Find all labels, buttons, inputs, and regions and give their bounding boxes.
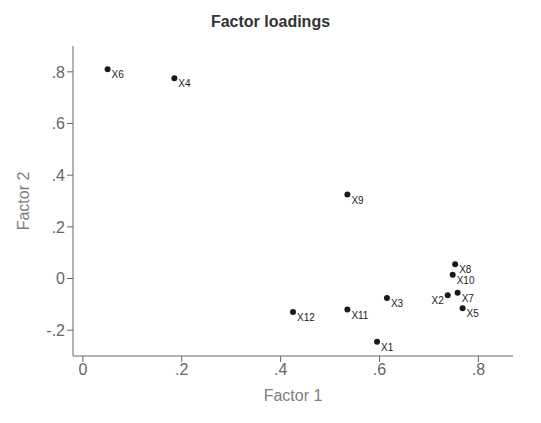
svg-text:X6: X6 <box>112 69 125 80</box>
svg-text:X11: X11 <box>351 310 368 321</box>
svg-text:.6: .6 <box>52 115 65 132</box>
svg-text:Factor 2: Factor 2 <box>15 172 32 231</box>
svg-text:Factor 1: Factor 1 <box>264 387 323 404</box>
svg-text:.2: .2 <box>52 219 65 236</box>
svg-text:.6: .6 <box>373 361 386 378</box>
svg-text:X7: X7 <box>462 293 475 304</box>
svg-text:X2: X2 <box>432 295 445 306</box>
svg-text:X1: X1 <box>381 342 394 353</box>
svg-text:X5: X5 <box>467 308 480 319</box>
svg-text:X4: X4 <box>178 78 191 89</box>
svg-text:X3: X3 <box>391 298 404 309</box>
svg-text:X12: X12 <box>297 312 315 323</box>
svg-text:.2: .2 <box>175 361 188 378</box>
svg-text:X9: X9 <box>351 195 364 206</box>
svg-text:.8: .8 <box>472 361 485 378</box>
svg-text:.4: .4 <box>52 167 65 184</box>
svg-text:0: 0 <box>78 361 87 378</box>
svg-text:-.2: -.2 <box>46 322 65 339</box>
html-text:Factor loadings: Factor loadings <box>210 13 331 30</box>
svg-text:.4: .4 <box>274 361 287 378</box>
svg-text:X10: X10 <box>457 275 475 286</box>
svg-text:0: 0 <box>56 270 65 287</box>
svg-text:X8: X8 <box>459 264 472 276</box>
svg-text:.8: .8 <box>52 64 65 81</box>
